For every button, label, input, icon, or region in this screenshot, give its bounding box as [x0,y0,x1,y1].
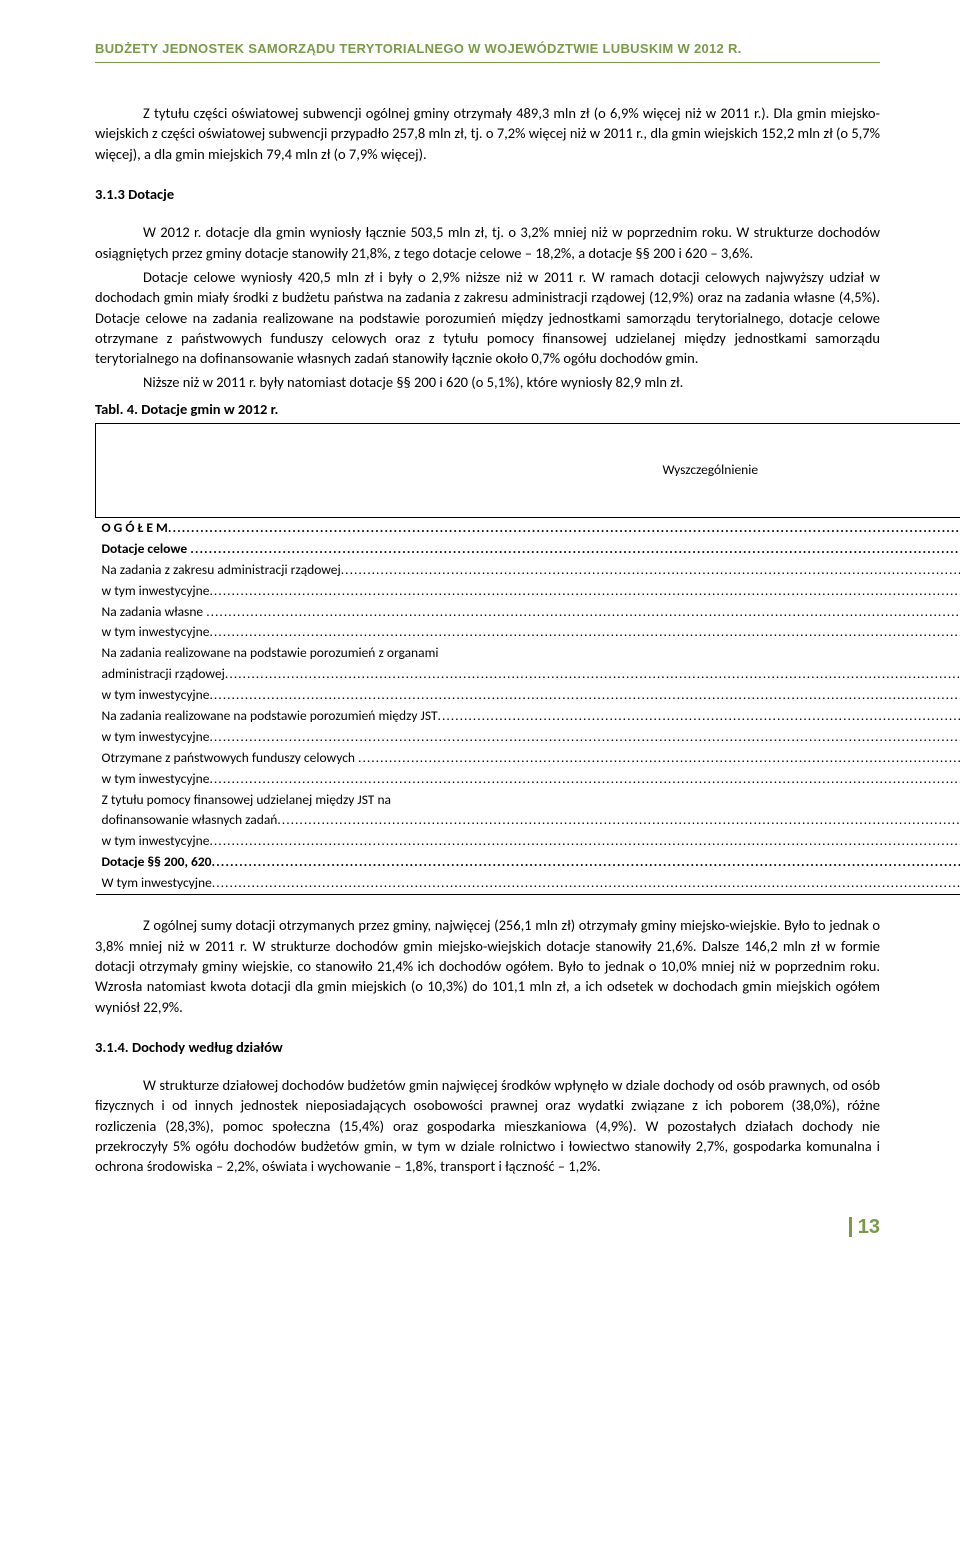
row-label: w tym inwestycyjne......................… [96,769,960,790]
table-row: Dotacje §§ 200, 620.....................… [96,852,960,873]
table-row: w tym inwestycyjne......................… [96,831,960,852]
table-row: w tym inwestycyjne......................… [96,685,960,706]
row-label: Dotacje §§ 200, 620.....................… [96,852,960,873]
table-row: W tym inwestycyjne......................… [96,873,960,894]
paragraph-3: Dotacje celowe wyniosły 420,5 mln zł i b… [95,267,880,368]
row-label: O G Ó Ł E M.............................… [96,517,960,538]
row-label: Dotacje celowe .........................… [96,539,960,560]
table-row: Na zadania własne ......................… [96,602,960,623]
row-label: w tym inwestycyjne......................… [96,831,960,852]
paragraph-2: W 2012 r. dotacje dla gmin wyniosły łącz… [95,222,880,263]
row-label: Na zadania własne ......................… [96,602,960,623]
paragraph-1: Z tytułu części oświatowej subwencji ogó… [95,103,880,164]
row-label: w tym inwestycyjne......................… [96,727,960,748]
row-label: w tym inwestycyjne......................… [96,685,960,706]
table-row: w tym inwestycyjne......................… [96,581,960,602]
col-header-0: Wyszczególnienie [96,424,960,518]
row-label: Na zadania z zakresu administracji rządo… [96,560,960,581]
row-label: W tym inwestycyjne......................… [96,873,960,894]
row-label: Otrzymane z państwowych funduszy celowyc… [96,748,960,769]
row-label: Z tytułu pomocy finansowej udzielanej mi… [96,790,960,811]
row-label: w tym inwestycyjne......................… [96,622,960,643]
section-313: 3.1.3 Dotacje [95,184,880,204]
row-label: administracji rządowej..................… [96,664,960,685]
table-row: administracji rządowej..................… [96,664,960,685]
table-row: O G Ó Ł E M.............................… [96,517,960,538]
row-label: Na zadania realizowane na podstawie poro… [96,706,960,727]
table-row: Dotacje celowe .........................… [96,539,960,560]
table-row: Na zadania z zakresu administracji rządo… [96,560,960,581]
table-row: Z tytułu pomocy finansowej udzielanej mi… [96,790,960,811]
data-table: Wyszczególnienie W mln zł 2011 = 100 Doc… [95,423,960,895]
table-row: dofinansowanie własnych zadań...........… [96,810,960,831]
row-label: Na zadania realizowane na podstawie poro… [96,643,960,664]
table-row: w tym inwestycyjne......................… [96,769,960,790]
page-number: 13 [849,1217,880,1237]
paragraph-5: Z ogólnej sumy dotacji otrzymanych przez… [95,915,880,1016]
row-label: dofinansowanie własnych zadań...........… [96,810,960,831]
paragraph-4: Niższe niż w 2011 r. były natomiast dota… [95,372,880,392]
page-number-container: 13 [95,1217,880,1238]
table-caption: Tabl. 4. Dotacje gmin w 2012 r. [95,399,880,419]
paragraph-6: W strukturze działowej dochodów budżetów… [95,1075,880,1176]
table-row: w tym inwestycyjne......................… [96,622,960,643]
section-314: 3.1.4. Dochody według działów [95,1037,880,1057]
table-row: w tym inwestycyjne......................… [96,727,960,748]
row-label: w tym inwestycyjne......................… [96,581,960,602]
table-row: Otrzymane z państwowych funduszy celowyc… [96,748,960,769]
table-row: Na zadania realizowane na podstawie poro… [96,706,960,727]
page-header: BUDŻETY JEDNOSTEK SAMORZĄDU TERYTORIALNE… [95,40,880,63]
table-row: Na zadania realizowane na podstawie poro… [96,643,960,664]
